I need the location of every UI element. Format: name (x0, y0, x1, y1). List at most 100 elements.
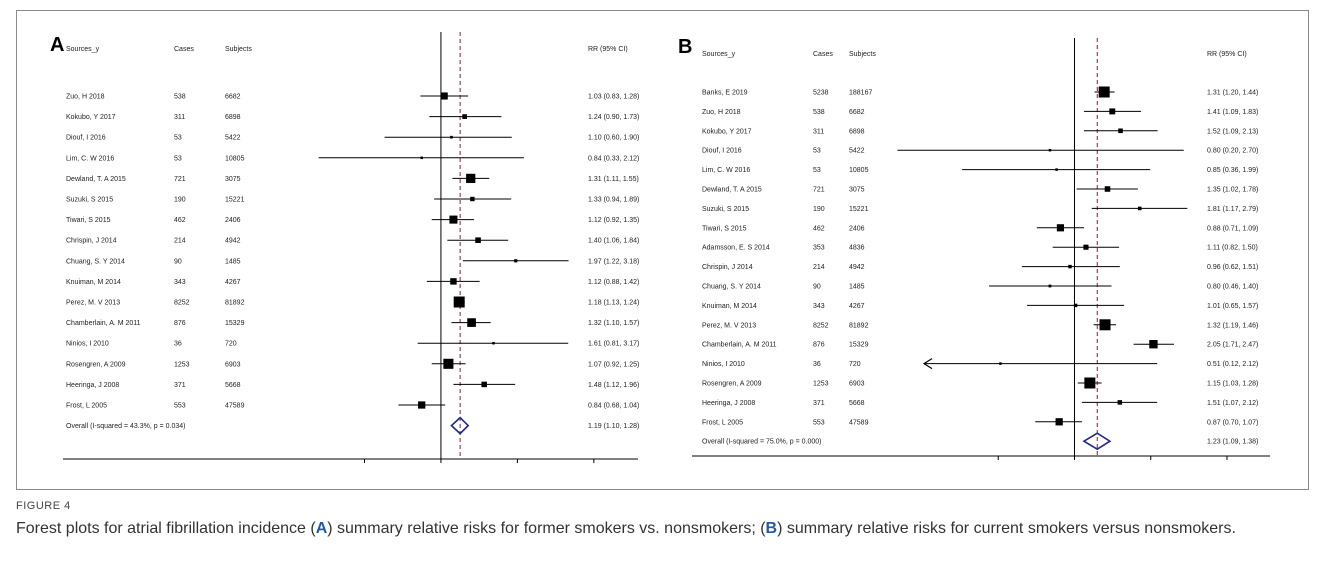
header-subjects: Subjects (225, 46, 252, 53)
point-estimate-box (440, 92, 448, 100)
study-ci-text: 0.80 (0.20, 2.70) (1207, 148, 1258, 155)
study-ci-text: 1.12 (0.88, 1.42) (588, 279, 639, 286)
study-subjects: 4836 (849, 245, 865, 252)
point-estimate-box (443, 358, 454, 369)
study-subjects: 47589 (225, 403, 245, 410)
study-ci-text: 1.32 (1.10, 1.57) (588, 320, 639, 327)
study-ci-text: 1.35 (1.02, 1.78) (1207, 187, 1258, 194)
point-estimate-box (450, 278, 457, 285)
study-cases: 90 (174, 258, 182, 265)
study-subjects: 4942 (225, 238, 241, 245)
overall-label: Overall (I-squared = 75.0%, p = 0.000) (702, 439, 821, 446)
caption-part: ) summary relative risks for current smo… (777, 520, 1236, 537)
study-subjects: 5668 (225, 382, 241, 389)
study-label: Suzuki, S 2015 (702, 206, 749, 213)
header-effect: RR (95% CI) (1207, 51, 1247, 58)
study-label: Lim, C. W 2016 (702, 167, 750, 174)
study-ci-text: 1.97 (1.22, 3.18) (588, 258, 639, 265)
study-label: Tiwari, S 2015 (702, 225, 747, 232)
study-cases: 462 (813, 225, 825, 232)
study-ci-text: 1.61 (0.81, 3.17) (588, 341, 639, 348)
study-ci-text: 1.52 (1.09, 2.13) (1207, 128, 1258, 135)
study-label: Chuang, S. Y 2014 (66, 258, 125, 265)
study-ci-text: 1.07 (0.92, 1.25) (588, 361, 639, 368)
study-label: Chamberlain, A. M 2011 (66, 320, 141, 327)
point-estimate-box (1055, 168, 1058, 171)
study-cases: 553 (174, 403, 186, 410)
header-subjects: Subjects (849, 51, 876, 58)
study-ci-text: 1.48 (1.12, 1.96) (588, 382, 639, 389)
study-ci-text: 1.41 (1.09, 1.83) (1207, 109, 1258, 116)
point-estimate-box (999, 362, 1002, 365)
study-ci-text: 1.11 (0.82, 1.50) (1207, 245, 1258, 252)
study-label: Frost, L 2005 (702, 419, 743, 426)
study-label: Ninios, I 2010 (66, 341, 109, 348)
study-ci-text: 1.01 (0.65, 1.57) (1207, 303, 1258, 310)
study-ci-text: 2.05 (1.71, 2.47) (1207, 342, 1258, 349)
study-subjects: 6898 (849, 128, 865, 135)
study-subjects: 1485 (849, 284, 865, 291)
point-estimate-box (418, 401, 426, 409)
point-estimate-box (1118, 128, 1123, 134)
point-estimate-box (1104, 186, 1111, 192)
study-label: Knuiman, M 2014 (66, 279, 121, 286)
study-label: Heeringa, J 2008 (702, 400, 755, 407)
study-cases: 876 (813, 342, 825, 349)
study-subjects: 5422 (849, 148, 865, 155)
study-subjects: 10805 (849, 167, 869, 174)
study-subjects: 6903 (849, 381, 865, 388)
point-estimate-box (1084, 377, 1096, 389)
study-cases: 90 (813, 284, 821, 291)
point-estimate-box (467, 318, 476, 327)
study-ci-text: 1.51 (1.07, 2.12) (1207, 400, 1258, 407)
study-label: Ninios, I 2010 (702, 361, 745, 368)
point-estimate-box (1098, 86, 1110, 98)
caption-part: ) summary relative risks for former smok… (327, 520, 766, 537)
study-subjects: 6682 (225, 94, 241, 101)
study-ci-text: 1.40 (1.06, 1.84) (588, 238, 639, 245)
study-subjects: 2406 (225, 217, 241, 224)
study-subjects: 6898 (225, 114, 241, 121)
figure-label: FIGURE 4 (16, 500, 71, 512)
study-subjects: 4267 (849, 303, 865, 310)
study-cases: 8252 (813, 322, 829, 329)
overall-ci-text: 1.23 (1.09, 1.38) (1207, 439, 1258, 446)
study-label: Perez, M. V 2013 (702, 322, 756, 329)
study-ci-text: 0.84 (0.68, 1.04) (588, 403, 639, 410)
study-ci-text: 0.51 (0.12, 2.12) (1207, 361, 1258, 368)
study-ci-text: 1.18 (1.13, 1.24) (588, 300, 639, 307)
study-subjects: 4267 (225, 279, 241, 286)
point-estimate-box (1137, 206, 1142, 211)
point-estimate-box (1048, 148, 1052, 152)
study-subjects: 3075 (849, 187, 865, 194)
ci-truncation-arrow (922, 358, 933, 370)
study-ci-text: 1.81 (1.17, 2.79) (1207, 206, 1258, 213)
study-cases: 53 (174, 135, 182, 142)
point-estimate-box (470, 196, 475, 202)
study-label: Diouf, I 2016 (66, 135, 106, 142)
study-subjects: 720 (225, 341, 237, 348)
study-cases: 353 (813, 245, 825, 252)
study-cases: 53 (174, 155, 182, 162)
study-cases: 462 (174, 217, 186, 224)
study-label: Adamsson, E. S 2014 (702, 245, 770, 252)
study-subjects: 81892 (849, 322, 869, 329)
point-estimate-box (420, 156, 423, 160)
figure-caption: Forest plots for atrial fibrillation inc… (16, 518, 1306, 539)
panel-label: B (678, 36, 692, 58)
study-label: Rosengren, A 2009 (66, 361, 126, 368)
point-estimate-box (492, 341, 495, 345)
point-estimate-box (1068, 264, 1072, 269)
header-study: Sources_y (66, 46, 100, 53)
study-ci-text: 1.15 (1.03, 1.28) (1207, 381, 1258, 388)
study-cases: 553 (813, 419, 825, 426)
header-study: Sources_y (702, 51, 736, 58)
study-cases: 538 (174, 94, 186, 101)
study-ci-text: 0.85 (0.36, 1.99) (1207, 167, 1258, 174)
study-subjects: 3075 (225, 176, 241, 183)
study-subjects: 15221 (225, 197, 245, 204)
study-ci-text: 0.80 (0.46, 1.40) (1207, 284, 1258, 291)
study-subjects: 5668 (849, 400, 865, 407)
study-ci-text: 1.24 (0.90, 1.73) (588, 114, 639, 121)
study-label: Kokubo, Y 2017 (702, 128, 752, 135)
